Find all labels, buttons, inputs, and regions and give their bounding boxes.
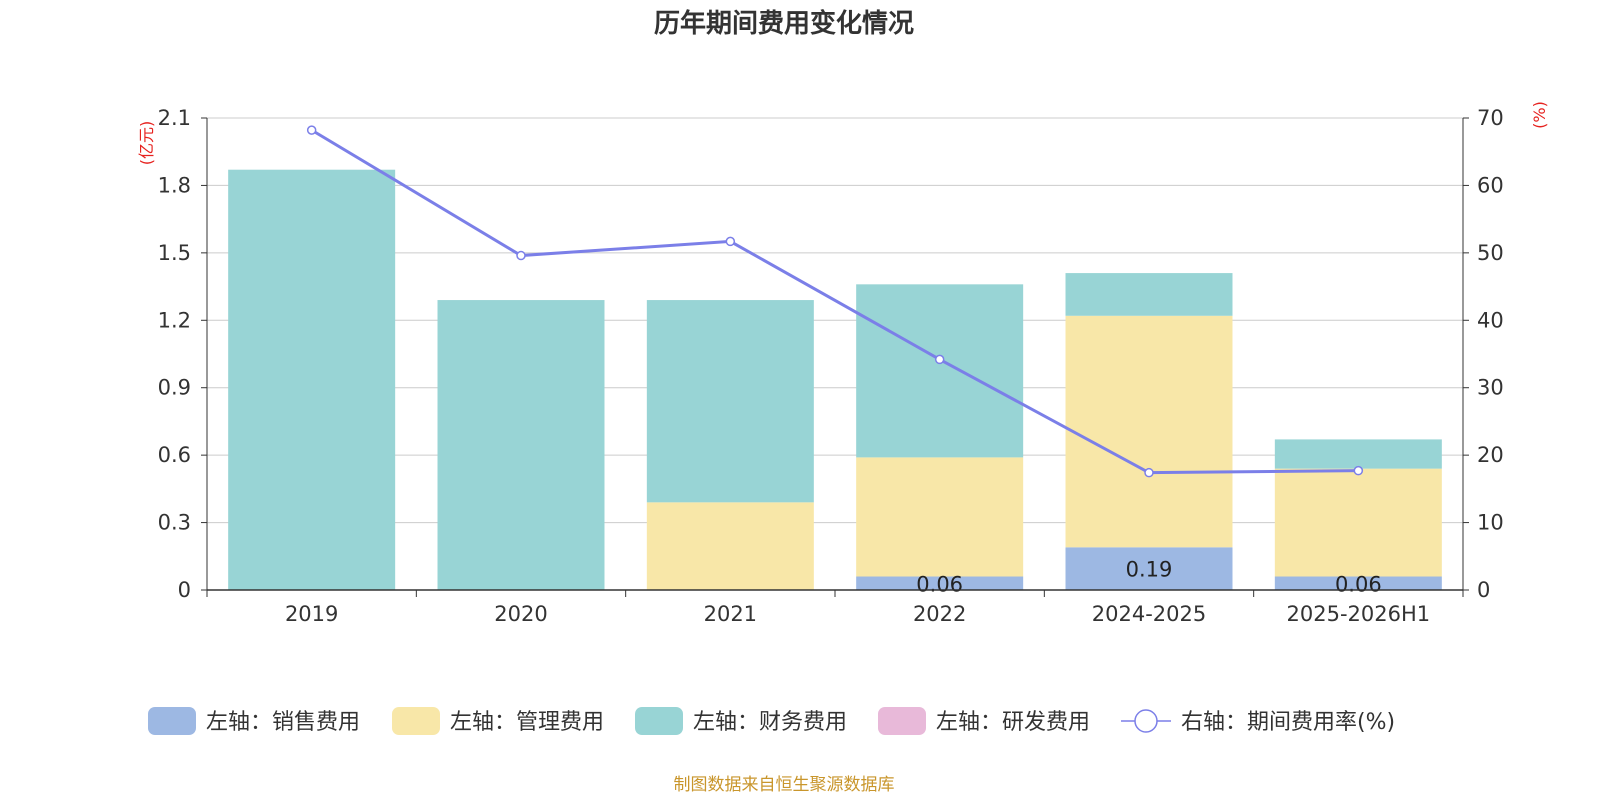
bar-segment	[1065, 547, 1233, 590]
grid-lines	[207, 117, 1463, 524]
left-axis-tick-label: 1.5	[158, 241, 191, 265]
bar-segment	[228, 169, 396, 590]
legend-label: 右轴：期间费用率(%)	[1181, 710, 1395, 735]
x-axis-tick-label: 2022	[913, 602, 966, 626]
left-axis-tick-label: 1.8	[158, 173, 191, 197]
line-point	[1353, 465, 1364, 476]
legend-swatch	[392, 707, 440, 735]
line-point	[306, 125, 317, 135]
bar-segment	[1274, 439, 1442, 469]
bar-segment	[1274, 576, 1442, 590]
bar-data-label: 0.06	[916, 572, 963, 596]
left-axis-tick-label: 1.2	[158, 308, 191, 332]
left-axis-tick-label: 0	[178, 578, 191, 602]
bar-data-label: 0.19	[1126, 558, 1173, 582]
left-axis-tick-label: 0.6	[158, 443, 191, 467]
bar-data-labels: 0.06 0.19 0.06	[916, 558, 1381, 597]
bar-segment	[856, 576, 1024, 590]
chart-title: 历年期间费用变化情况	[654, 8, 914, 39]
line-point	[516, 250, 526, 261]
bar-segment	[646, 502, 814, 590]
left-axis-unit: (亿元)	[137, 121, 156, 166]
legend-label: 左轴：财务费用	[693, 710, 847, 735]
right-axis-tick-label: 10	[1477, 511, 1504, 535]
x-axis-tick-label: 2020	[494, 602, 547, 626]
source-note: 制图数据来自恒生聚源数据库	[674, 775, 895, 795]
legend-swatch	[148, 707, 196, 735]
bars	[228, 169, 1442, 590]
left-axis-tick-label: 0.3	[158, 511, 191, 535]
right-axis-tick-label: 60	[1477, 173, 1504, 197]
bar-segment	[1065, 273, 1233, 316]
right-axis-tick-label: 40	[1477, 308, 1504, 332]
line-point	[725, 236, 736, 247]
line-point	[934, 354, 945, 365]
right-axis-tick-label: 50	[1477, 241, 1504, 265]
legend-label: 左轴：管理费用	[450, 710, 604, 735]
bar-segment	[856, 284, 1024, 458]
x-axis-tick-label: 2024-2025	[1092, 602, 1206, 626]
legend-swatch	[878, 707, 926, 735]
bar-segment	[1065, 315, 1233, 548]
line-point	[1144, 467, 1154, 478]
right-axis-tick-label: 30	[1477, 376, 1504, 400]
x-axis-tick-label: 2019	[285, 602, 338, 626]
bar-data-label: 0.06	[1335, 572, 1382, 596]
bar-segment	[1274, 468, 1442, 577]
left-axis-tick-label: 0.9	[158, 376, 191, 400]
legend: 左轴：销售费用 左轴：管理费用 左轴：财务费用 左轴：研发费用 右轴：期间费用率(%)	[148, 707, 1395, 735]
line-series	[306, 125, 1364, 478]
axes: 0 0 0.3 10 0.6 20 0.9 30 1.2 40 1.5 50 1.8 60 2.1 70 201…	[158, 106, 1504, 626]
legend-label: 左轴：销售费用	[206, 710, 360, 735]
legend-label: 左轴：研发费用	[936, 710, 1090, 735]
right-axis-unit: (%)	[1530, 101, 1549, 129]
right-axis-tick-label: 0	[1477, 578, 1490, 602]
bar-segment	[856, 457, 1024, 577]
x-axis-tick-label: 2021	[704, 602, 757, 626]
right-axis-tick-label: 70	[1477, 106, 1504, 130]
expense-ratio-line	[310, 128, 1359, 475]
legend-marker	[1134, 709, 1158, 733]
bar-segment	[646, 300, 814, 503]
bar-segment	[437, 300, 605, 590]
right-axis-tick-label: 20	[1477, 443, 1504, 467]
x-axis-tick-label: 2025-2026H1	[1287, 602, 1431, 626]
legend-swatch	[635, 707, 683, 735]
left-axis-tick-label: 2.1	[158, 106, 191, 130]
